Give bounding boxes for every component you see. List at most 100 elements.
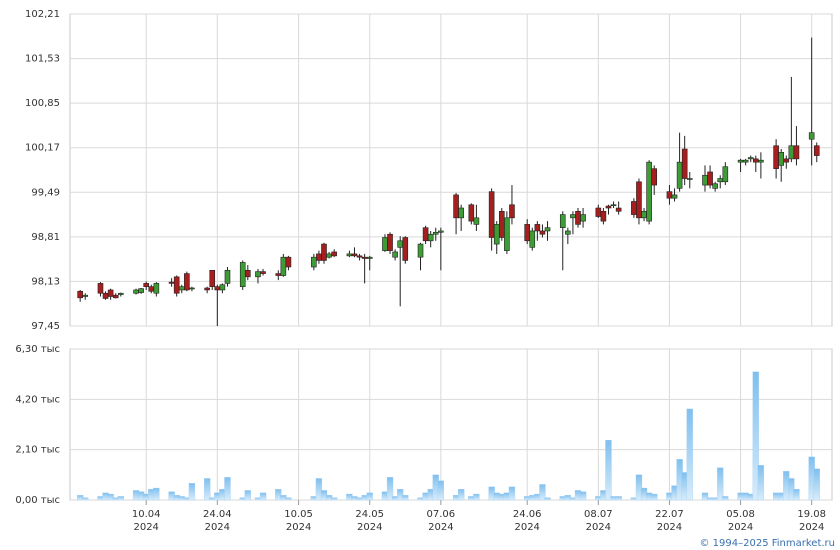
volume-tick-label: 0,00 тыс [15,495,60,506]
candle-body [681,148,688,179]
candle-body [97,283,104,294]
volume-bar [539,484,546,501]
candle-body [366,256,373,259]
volume-bar [244,490,251,501]
volume-bar [605,439,612,501]
volume-bar [117,496,124,501]
candle-body [473,217,480,225]
candle-body [453,194,459,219]
volume-bar [635,474,643,501]
volume-bar [813,468,820,501]
candle-body [570,214,576,219]
candle-body [773,145,779,169]
volume-bar [366,492,373,501]
x-tick-label: 24.04 2024 [203,509,232,533]
y-tick-label: 102,21 [25,9,60,20]
candle-body [402,237,409,261]
volume-bar [153,487,160,501]
candle-body [255,271,261,278]
candle-body [204,287,210,291]
x-tick-label: 07.06 2024 [427,509,456,533]
candle-body [468,204,475,222]
candle-body [331,251,337,257]
candle-body [143,283,149,287]
candle-body [280,256,287,276]
candle-body [676,161,683,189]
candle-body [422,227,429,242]
candle-body [758,159,764,163]
candle-body [793,145,800,160]
candle-body [712,183,718,189]
candle-body [636,181,642,219]
volume-bar [402,495,409,501]
candle-body [565,230,571,235]
candle-body [524,224,531,242]
candle-body [77,290,83,299]
volume-bar [275,489,282,501]
candle-body [651,168,658,186]
candle-body [102,292,109,299]
volume-bar [107,493,114,501]
candle-body [361,256,368,259]
candle-body [239,262,246,287]
volume-bar [544,497,551,501]
candle-body [615,207,622,212]
volume-bar [579,491,587,501]
y-tick-label: 98,81 [31,232,60,243]
candle-body [173,276,180,294]
volume-bar [473,493,480,501]
volume-bar [204,478,211,501]
candle-body [509,204,515,219]
candle-body [580,214,586,222]
volume-bar [686,408,693,501]
candle-body [641,210,647,219]
candle-body [808,132,815,140]
candle-body [189,287,195,290]
candle-body [138,288,144,293]
volume-bar [508,486,516,501]
candle-body [534,224,541,232]
x-tick-label: 24.06 2024 [513,509,542,533]
y-tick-label: 100,17 [25,143,60,154]
candle-body [224,269,231,284]
volume-tick-label: 2,10 тыс [15,445,60,456]
volume-bar [793,489,800,501]
volume-bar [82,497,89,501]
volume-bar [717,467,724,501]
volume-bar [722,496,729,501]
candle-body [539,230,546,235]
x-tick-label: 24.05 2024 [355,509,384,533]
volume-tick-label: 6,30 тыс [15,344,60,355]
volume-bar [188,483,196,501]
volume-bar [437,480,444,501]
candle-body [752,158,759,163]
candle-body [275,273,282,276]
candle-body [783,158,790,163]
y-tick-label: 100,85 [25,98,60,109]
candle-body [707,171,713,186]
volume-tick-label: 4,20 тыс [15,394,60,405]
candle-body [118,292,124,295]
candle-body [417,243,424,258]
y-tick-label: 98,13 [31,276,60,287]
candle-body [813,145,820,156]
candle-body [356,255,363,258]
volume-bar [651,493,658,501]
candle-body [214,286,221,291]
candle-body [742,159,749,163]
candle-body [544,227,551,232]
candle-body [184,273,190,291]
volume-bar [331,497,338,501]
candle-body [82,294,89,297]
candle-body [600,210,607,222]
x-tick-label: 10.05 2024 [284,509,313,533]
candle-body [610,204,617,207]
candle-body [575,210,581,225]
candle-body [382,237,388,251]
candle-body [285,256,292,268]
candle-body [326,253,332,258]
candle-body [392,251,398,258]
candle-body [316,253,322,261]
candle-body [148,286,155,292]
